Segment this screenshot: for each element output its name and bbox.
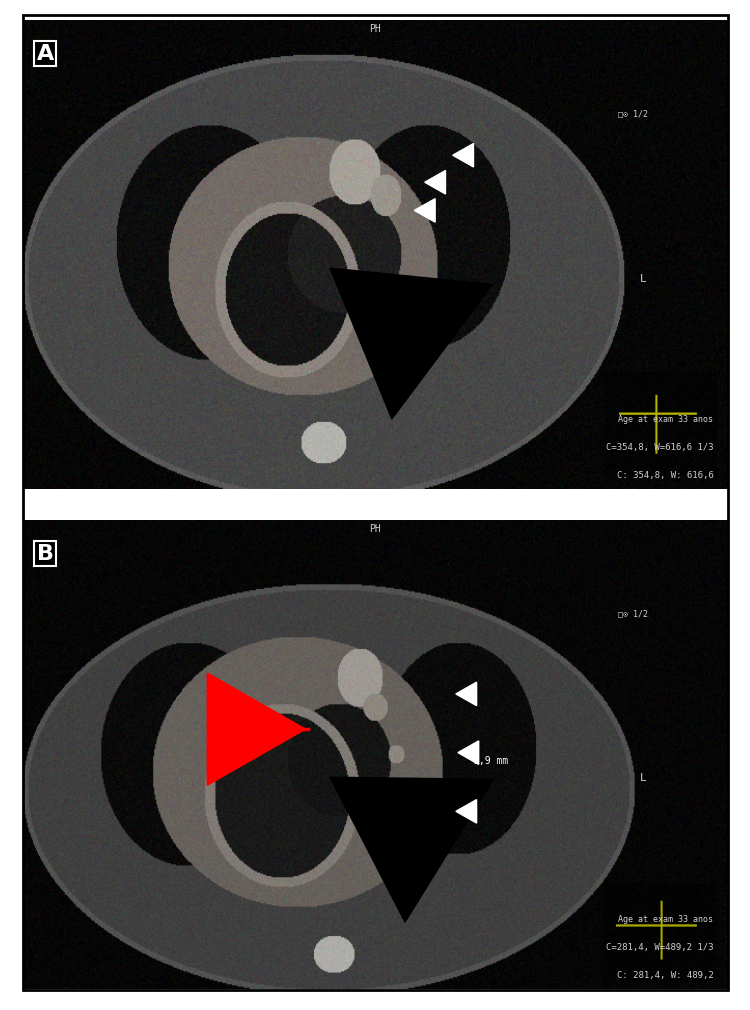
Polygon shape [415, 199, 435, 222]
Text: A: A [37, 43, 54, 64]
Text: C=281,4, W=489,2 1/3: C=281,4, W=489,2 1/3 [606, 943, 713, 951]
Polygon shape [424, 171, 445, 194]
Polygon shape [456, 682, 476, 706]
Text: □⊙ 1/2: □⊙ 1/2 [618, 110, 648, 118]
Text: C=354,8, W=616,6 1/3: C=354,8, W=616,6 1/3 [606, 442, 713, 451]
Text: PH: PH [369, 24, 381, 34]
Text: Age at exam 33 anos: Age at exam 33 anos [619, 415, 713, 424]
Text: C: 354,8, W: 616,6: C: 354,8, W: 616,6 [616, 471, 713, 480]
Text: PH: PH [369, 524, 381, 534]
Text: □⊙ 1/2: □⊙ 1/2 [618, 610, 648, 618]
Text: Age at exam 33 anos: Age at exam 33 anos [619, 915, 713, 924]
Text: 6,9 mm: 6,9 mm [473, 755, 508, 766]
Text: C: 281,4, W: 489,2: C: 281,4, W: 489,2 [616, 971, 713, 980]
Polygon shape [456, 800, 476, 823]
Text: B: B [37, 543, 53, 564]
Text: L: L [640, 274, 646, 284]
Text: L: L [640, 774, 646, 784]
Polygon shape [453, 143, 473, 167]
Polygon shape [458, 741, 478, 765]
